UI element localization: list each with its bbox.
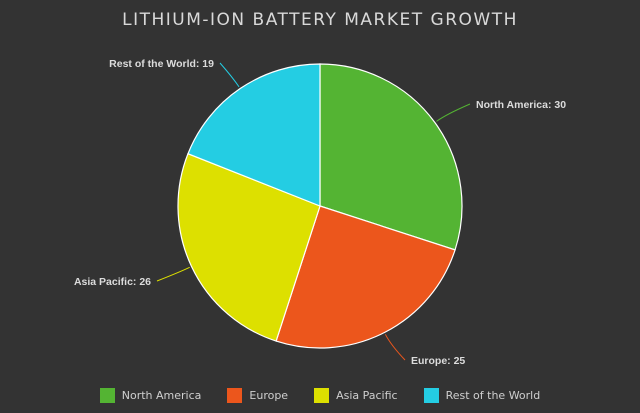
legend-swatch-asia-pacific — [314, 388, 330, 403]
leader-lines — [156, 62, 471, 361]
legend-swatch-rest-of-the-world — [423, 388, 439, 403]
pie-slice-asia-pacific[interactable] — [177, 152, 321, 342]
legend-label-asia-pacific: Asia Pacific — [336, 389, 398, 402]
leader-line-europe — [384, 334, 406, 361]
legend-label-rest-of-the-world: Rest of the World — [445, 389, 541, 402]
legend: North America Europe Asia Pacific Rest o… — [0, 388, 640, 403]
leader-line-north-america — [436, 103, 471, 122]
legend-item-asia-pacific[interactable]: Asia Pacific — [314, 388, 398, 403]
legend-item-rest-of-the-world[interactable]: Rest of the World — [423, 388, 541, 403]
data-labels: North America: 30 Europe: 25 Asia Pacific:… — [74, 58, 566, 367]
data-label-north-america: North America: 30 — [476, 99, 566, 111]
leader-line-rest-of-the-world — [219, 62, 240, 88]
legend-swatch-north-america — [99, 388, 115, 403]
leader-line-asia-pacific — [156, 266, 190, 282]
pie-slices — [177, 63, 463, 349]
legend-item-europe[interactable]: Europe — [227, 388, 288, 403]
legend-label-north-america: North America — [121, 389, 202, 402]
pie-slice-europe[interactable] — [275, 205, 456, 349]
chart-title: LITHIUM-ION BATTERY MARKET GROWTH — [122, 10, 518, 30]
data-label-europe: Europe: 25 — [411, 355, 465, 367]
legend-label-europe: Europe — [249, 389, 289, 402]
legend-item-north-america[interactable]: North America — [99, 388, 202, 403]
legend-swatch-europe — [227, 388, 243, 403]
data-label-rest-of-the-world: Rest of the World: 19 — [109, 58, 214, 70]
data-label-asia-pacific: Asia Pacific: 26 — [74, 276, 151, 288]
pie-slice-rest-of-the-world[interactable] — [187, 63, 321, 207]
pie-slice-north-america[interactable] — [319, 63, 463, 251]
